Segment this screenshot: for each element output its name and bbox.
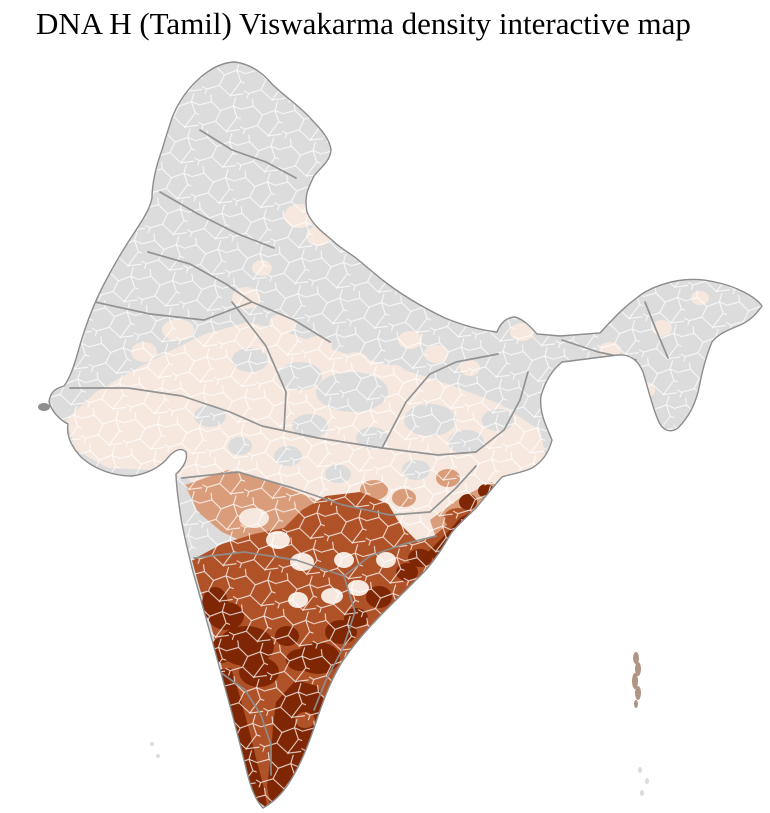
andaman-islands[interactable] [632, 652, 641, 708]
island-shape[interactable] [640, 790, 644, 796]
state-border-line [159, 191, 275, 249]
state-border-line [181, 471, 431, 516]
page-title: DNA H (Tamil) Viswakarma density interac… [36, 6, 691, 41]
island-shape[interactable] [150, 742, 154, 746]
island-shape[interactable] [633, 652, 639, 664]
island-shape[interactable] [645, 778, 649, 784]
state-border-line [381, 353, 499, 449]
state-border-line [94, 301, 253, 321]
state-border-line [429, 465, 477, 513]
state-border-line [193, 551, 345, 577]
island-shape[interactable] [634, 700, 638, 708]
state-borders [69, 129, 669, 776]
state-border-line [343, 535, 437, 577]
district-patch[interactable] [309, 738, 327, 752]
state-border-line [199, 129, 297, 179]
island-shape[interactable] [638, 767, 642, 773]
island-shape[interactable] [635, 686, 641, 700]
state-border-line [147, 251, 253, 303]
state-border-line [69, 387, 263, 427]
state-border-line [231, 301, 287, 431]
island-shape[interactable] [156, 754, 160, 758]
state-border-line [251, 301, 331, 343]
state-border-line [475, 371, 529, 453]
island-shape[interactable] [632, 673, 638, 689]
state-border-line [313, 575, 356, 711]
kutch-marsh-patch [38, 403, 50, 411]
lakshadweep-islands[interactable] [150, 742, 160, 758]
state-border-line [219, 671, 272, 776]
nicobar-islands[interactable] [638, 767, 649, 796]
india-outline [48, 61, 763, 809]
state-border-line [644, 301, 669, 359]
island-shape[interactable] [635, 662, 641, 676]
